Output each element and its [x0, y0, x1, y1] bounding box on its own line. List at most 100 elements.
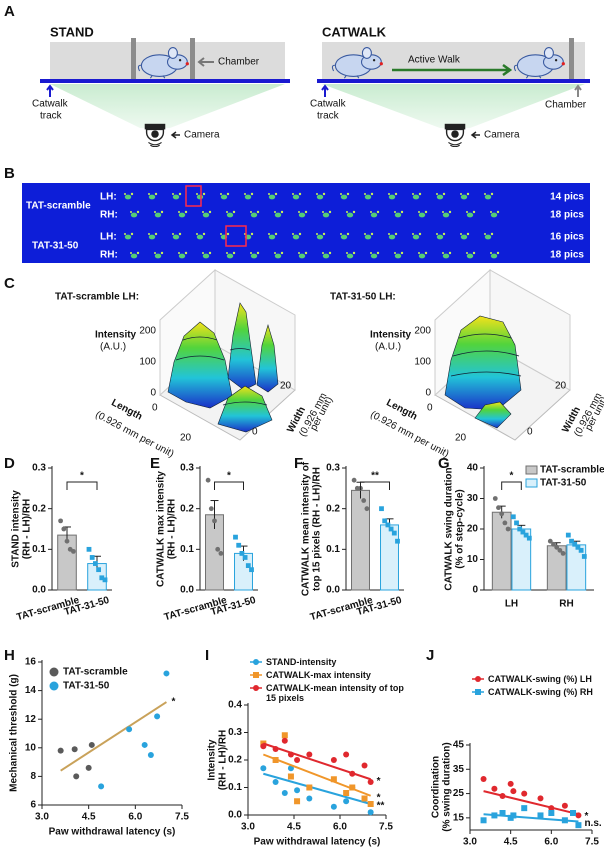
footprint: [484, 234, 492, 240]
footprint-strip: [22, 183, 590, 263]
footprint: [274, 192, 278, 196]
footprint: [418, 212, 426, 218]
data-point: [330, 776, 337, 783]
data-point: [499, 793, 506, 799]
y-tick-label: 0.0: [32, 585, 46, 596]
chamber-label: Chamber: [218, 57, 260, 68]
surface-peak: [474, 401, 512, 429]
panel-label: H: [4, 647, 15, 664]
data-point: [480, 817, 487, 824]
footprint: [322, 192, 326, 196]
footprint: [268, 194, 276, 200]
bar: [491, 511, 512, 591]
y-tick-label: 0.1: [180, 544, 194, 555]
significance-bracket: [66, 481, 98, 490]
data-point: [163, 670, 170, 677]
footprint: [466, 211, 468, 213]
data-point: [239, 551, 245, 556]
footprint: [442, 232, 446, 236]
significance: *: [80, 471, 84, 482]
data-point: [361, 795, 368, 802]
footprint: [460, 233, 462, 235]
data-point: [236, 542, 242, 548]
footprint: [256, 251, 260, 255]
pic-count: 18 pics: [550, 210, 584, 221]
footprint: [442, 253, 450, 259]
footprint: [370, 211, 372, 213]
data-point: [382, 518, 388, 524]
x-tick-label: 4.5: [82, 812, 96, 823]
footprint: [442, 252, 444, 254]
data-point: [521, 790, 528, 797]
camera-view: [50, 84, 285, 128]
footprint: [370, 253, 378, 259]
footprint: [274, 211, 276, 213]
footprint: [172, 193, 174, 195]
data-point: [294, 757, 301, 763]
paw-label: LH:: [100, 232, 117, 243]
y-axis-label: CATWALK swing duration: [444, 467, 455, 590]
data-point: [388, 526, 394, 532]
y-tick-label: 10: [467, 554, 479, 565]
footprint: [394, 192, 398, 196]
y-tick-label: 35: [453, 764, 465, 775]
data-point: [521, 805, 528, 812]
data-point: [569, 538, 574, 544]
width-tick-label: 20: [555, 381, 567, 392]
paw-label: LH:: [100, 192, 117, 203]
footprint: [178, 211, 180, 213]
footprint: [148, 193, 150, 195]
data-point: [502, 520, 508, 526]
footprint: [274, 253, 282, 259]
data-point: [260, 743, 267, 750]
footprint: [352, 210, 356, 214]
footprint: [202, 192, 206, 196]
data-point: [507, 780, 514, 787]
footprint: [346, 252, 348, 254]
x-tick-label: 3.0: [35, 812, 49, 823]
y-tick-label: 0.3: [180, 463, 194, 474]
footprint: [148, 194, 156, 200]
z-tick-label: 200: [139, 326, 156, 337]
footprint: [472, 210, 476, 214]
data-point: [547, 538, 553, 544]
x-tick-label: 6.0: [333, 822, 347, 833]
footprint: [196, 233, 198, 235]
track-label: track: [317, 111, 340, 122]
footprint: [124, 193, 126, 195]
footprint: [328, 210, 332, 214]
footprint: [280, 210, 284, 214]
arrow: [170, 131, 180, 139]
footprint: [340, 193, 342, 195]
footprint: [316, 194, 324, 200]
data-point: [575, 812, 582, 819]
footprint: [178, 212, 186, 218]
footprint: [394, 253, 402, 259]
plot-title: TAT-31-50 LH:: [330, 292, 396, 303]
panel-label: A: [4, 3, 15, 20]
panel-label: I: [205, 647, 209, 664]
legend-marker: [253, 685, 259, 691]
footprint: [448, 210, 452, 214]
footprint: [196, 193, 198, 195]
legend-label: CATWALK-swing (%) LH: [488, 674, 592, 684]
x-tick-label: 3.0: [463, 837, 477, 848]
footprint: [178, 232, 182, 236]
data-point: [126, 726, 133, 733]
panel-c: TAT-scramble LH: TAT-31-50 LH:: [55, 292, 396, 303]
significance-bracket: [360, 481, 390, 490]
data-point: [510, 514, 516, 520]
data-point: [86, 546, 92, 552]
footprint: [322, 212, 330, 218]
footprint: [418, 252, 420, 254]
data-point: [480, 776, 487, 782]
footprint: [202, 252, 204, 254]
y-tick-label: 0.2: [326, 503, 340, 514]
footprint: [232, 210, 236, 214]
bar: [351, 489, 370, 591]
data-point: [85, 764, 92, 771]
footprint: [250, 253, 258, 259]
data-point: [367, 801, 374, 807]
footprint: [370, 212, 378, 218]
surface-peak: [256, 323, 279, 393]
